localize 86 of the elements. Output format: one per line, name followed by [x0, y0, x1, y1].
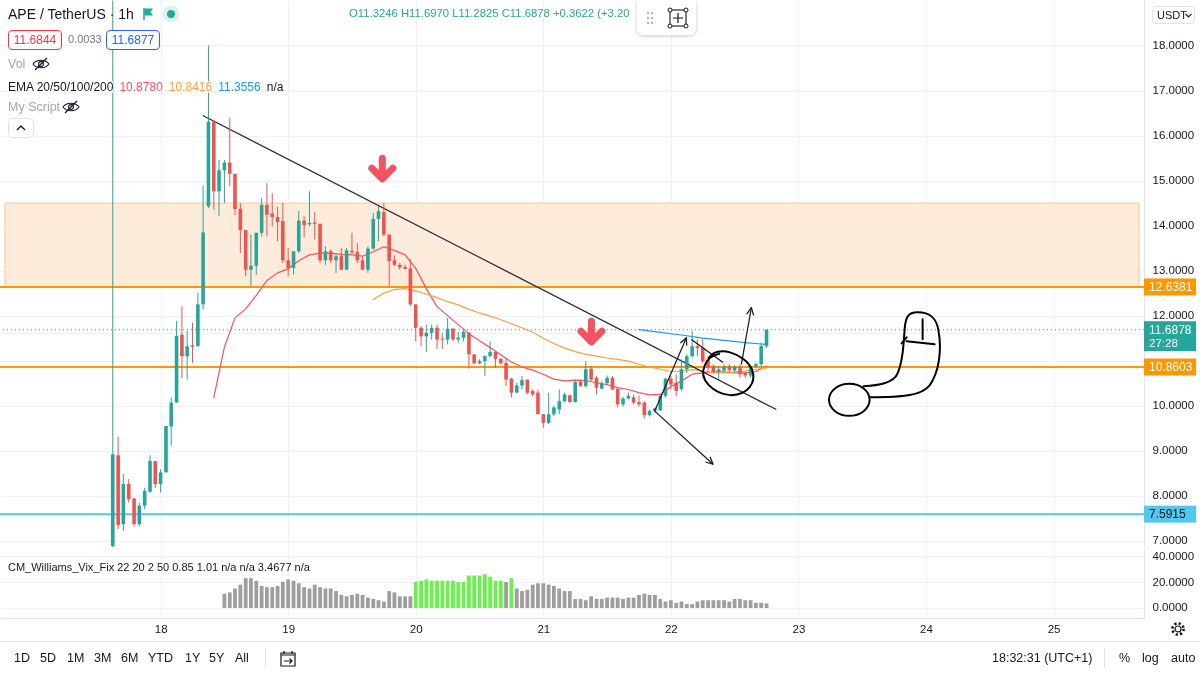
y-tick-label: 0.0000 — [1152, 601, 1188, 614]
annotation: 10.8780 — [119, 80, 163, 94]
text: YTD — [148, 651, 173, 665]
text: All — [235, 651, 249, 665]
y-tick-label: 13.0000 — [1152, 264, 1195, 277]
candlestick — [334, 253, 338, 274]
text: 3M — [94, 651, 112, 665]
ref-line-label: 12.6381 — [1149, 280, 1193, 295]
x-tick-label: 25 — [1047, 622, 1061, 635]
x-tick-label: 19 — [282, 622, 296, 635]
y-tick-label: 12.0000 — [1152, 309, 1195, 322]
annotation: 11.6877 — [106, 30, 160, 50]
x-tick-label: 22 — [664, 622, 678, 635]
y-tick-label: 16.0000 — [1152, 129, 1195, 142]
ref-line-label: 11.6878 — [1149, 322, 1192, 337]
candlestick — [286, 247, 290, 277]
candlestick — [621, 396, 625, 408]
y-tick-label: 15.0000 — [1152, 174, 1195, 187]
annotation: 0.0033 — [68, 33, 102, 45]
annotation: 11.6844 — [8, 30, 62, 50]
candlestick — [413, 303, 418, 342]
candlestick — [583, 360, 588, 389]
candlestick — [754, 361, 758, 369]
candlestick — [382, 202, 386, 237]
candlestick — [180, 305, 184, 379]
candlestick — [573, 379, 577, 404]
annotation: 11.3556 — [218, 80, 261, 94]
text: USDT — [1157, 9, 1187, 21]
bar — [498, 580, 503, 608]
y-tick-label: 40.0000 — [1152, 549, 1195, 562]
candlestick — [690, 330, 694, 359]
candlestick — [483, 354, 487, 377]
text: CM_Williams_Vix_Fix 22 20 2 50 0.85 1.01 n/a n/a 3.4677 n/a — [8, 561, 310, 573]
annotation: My Script — [8, 100, 61, 114]
line-series — [638, 329, 768, 346]
annotation: n/a — [266, 80, 284, 94]
text: auto — [1171, 651, 1196, 665]
x-tick-label: 18 — [154, 622, 168, 635]
x-tick-label: 20 — [409, 622, 423, 635]
candlestick — [190, 322, 195, 364]
ref-line-label: 10.8603 — [1149, 360, 1193, 375]
candlestick — [366, 245, 370, 274]
ref-line-label: 7.5915 — [1149, 507, 1187, 522]
text: 6M — [121, 651, 139, 665]
candlestick — [504, 357, 508, 387]
x-tick-label: 24 — [920, 622, 934, 635]
text: 27:28 — [1149, 337, 1178, 350]
candlestick — [249, 234, 253, 287]
candlestick — [520, 375, 524, 390]
text: log — [1142, 651, 1159, 665]
text: 1Y — [185, 651, 201, 665]
text: 18:32:31 (UTC+1) — [992, 651, 1093, 665]
annotation: 10.8416 — [168, 80, 213, 94]
y-tick-label: 18.0000 — [1152, 38, 1195, 51]
candlestick — [169, 396, 174, 447]
x-tick-label: 21 — [537, 622, 551, 635]
candlestick — [302, 215, 306, 238]
annotation: Vol — [8, 57, 26, 71]
annotation: O11.3246 H11.6970 L11.2825 C11.6878 +0.3622 (+3.20 — [349, 7, 630, 20]
text: 5Y — [209, 651, 225, 665]
text: 1M — [67, 651, 85, 665]
candlestick — [419, 325, 423, 347]
y-tick-label: 9.0000 — [1152, 444, 1188, 457]
candlestick — [759, 342, 763, 367]
bar — [504, 582, 508, 608]
candlestick — [637, 395, 641, 407]
candlestick — [217, 159, 221, 217]
candlestick — [467, 331, 471, 370]
text: 5D — [40, 651, 56, 665]
y-tick-label: 20.0000 — [1152, 575, 1195, 588]
y-tick-label: 8.0000 — [1152, 489, 1188, 502]
candlestick — [312, 211, 317, 241]
annotation: EMA 20/50/100/200 — [8, 80, 114, 94]
candlestick — [488, 340, 492, 359]
candlestick — [153, 460, 158, 489]
candlestick — [227, 117, 232, 187]
chart-title: APE / TetherUS · 1h — [8, 6, 134, 22]
y-tick-label: 14.0000 — [1152, 219, 1195, 232]
text: 1D — [14, 651, 30, 665]
text: % — [1119, 651, 1131, 665]
y-tick-label: 7.0000 — [1152, 534, 1188, 547]
x-tick-label: 23 — [792, 622, 806, 635]
candlestick — [722, 363, 726, 373]
y-tick-label: 10.0000 — [1152, 399, 1195, 412]
candlestick — [685, 353, 689, 374]
y-tick-label: 17.0000 — [1152, 84, 1195, 97]
